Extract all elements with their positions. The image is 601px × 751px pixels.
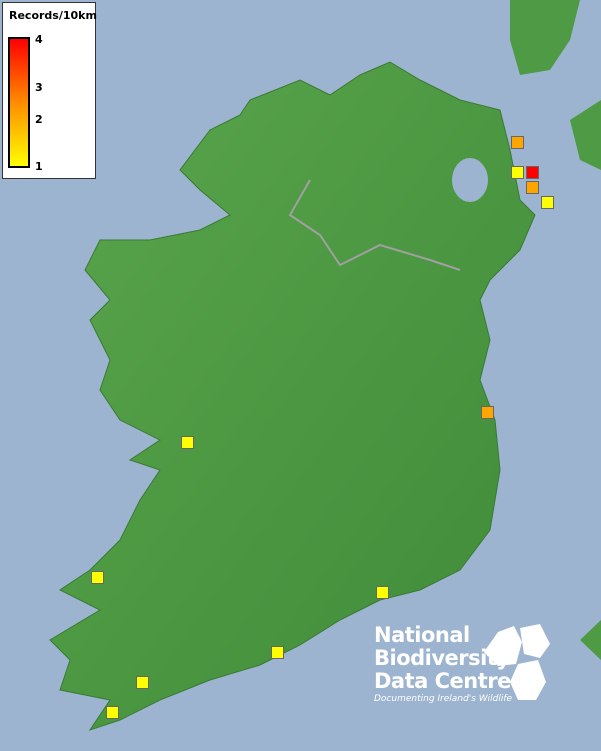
record-square[interactable] [181,436,194,449]
scotland-coast [510,0,580,75]
legend-tick: 4 [35,33,43,46]
logo-line-1: National [374,623,470,647]
record-square[interactable] [91,571,104,584]
legend-title: Records/10km [9,9,97,22]
record-square[interactable] [376,586,389,599]
logo-hexagons-icon [484,624,550,700]
record-square[interactable] [526,166,539,179]
ireland-outline [49,61,536,731]
scotland-island [570,100,601,170]
record-square[interactable] [541,196,554,209]
record-square[interactable] [526,181,539,194]
record-square[interactable] [481,406,494,419]
legend-tick: 2 [35,113,43,126]
england-coast [580,620,601,660]
legend-tick: 3 [35,81,43,94]
lough-neagh [452,158,488,202]
legend-tick: 1 [35,160,43,173]
nbdc-logo: National Biodiversity Data Centre Docume… [374,623,550,704]
border-line [288,179,461,271]
logo-line-3: Data Centre [374,669,511,693]
legend-color-scale [8,37,30,168]
record-square[interactable] [511,166,524,179]
legend: Records/10km 4 3 2 1 [2,2,97,179]
logo-line-2: Biodiversity [374,646,510,670]
record-square[interactable] [511,136,524,149]
record-square[interactable] [271,646,284,659]
record-square[interactable] [136,676,149,689]
logo-tagline: Documenting Ireland's Wildlife [374,694,513,704]
record-square[interactable] [106,706,119,719]
